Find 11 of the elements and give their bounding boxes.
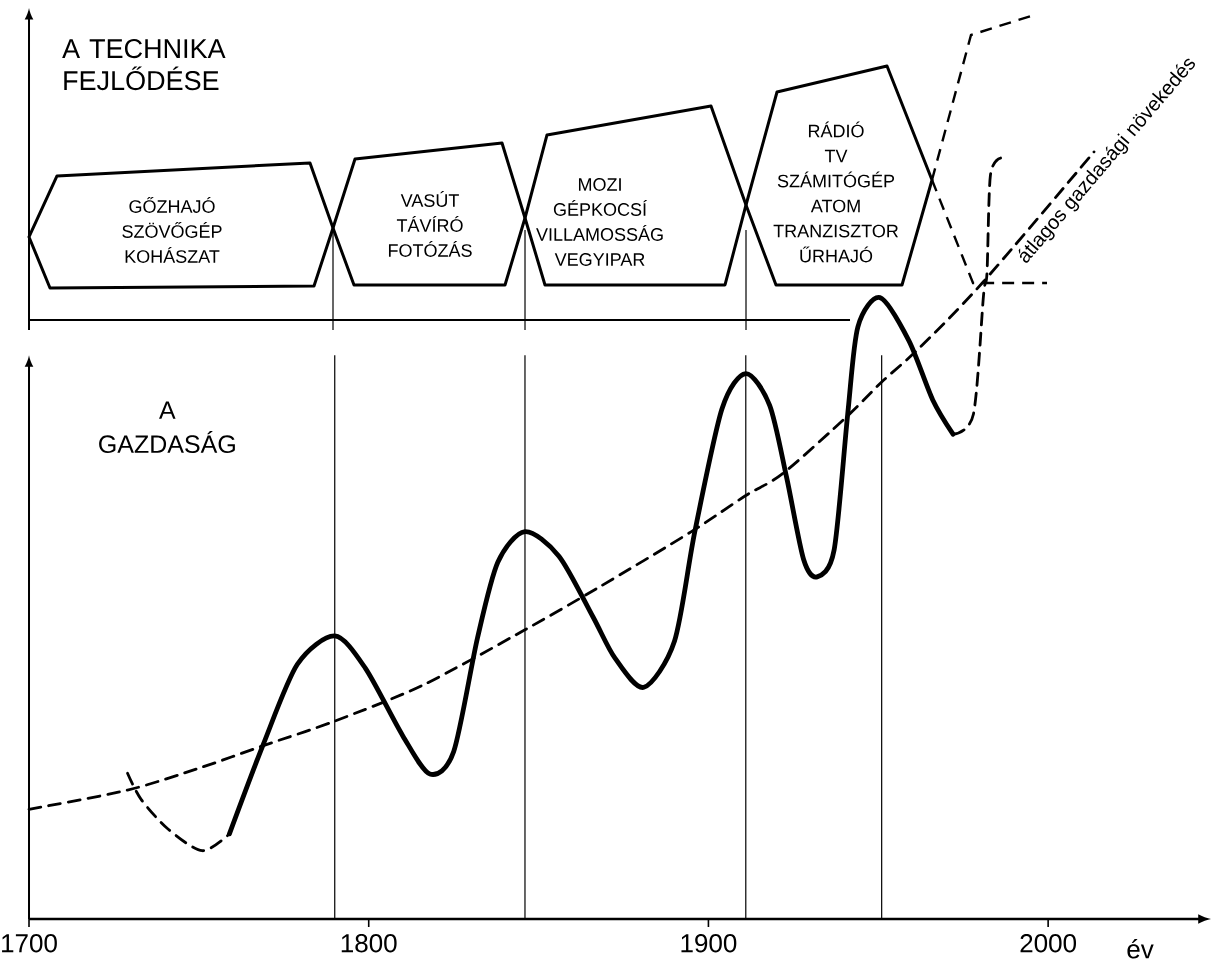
text: A TECHNIKA FEJLŐDÉSE [62,39,226,91]
text: A GAZDASÁG [99,401,235,454]
x-tick-label: 1800 [341,934,397,953]
x-tick-label: 1700 [2,934,57,953]
annotation: GŐZHAJÓ SZÖVŐGÉP KOHÁSZAT [122,197,222,263]
annotation: MOZI GÉPKOCSÍ VILLAMOSSÁG VEGYIPAR [536,178,663,266]
annotation: VASÚT TÁVÍRÓ FOTÓZÁS [388,191,472,257]
x-tick-label: 2000 [1020,934,1077,953]
annotation: RÁDIÓ TV SZÁMITÓGÉP ATOM TRANZISZTOR ŰRHAJÓ [773,121,899,263]
x-axis-title: év [1127,939,1154,959]
x-tick-label: 1900 [681,934,737,953]
